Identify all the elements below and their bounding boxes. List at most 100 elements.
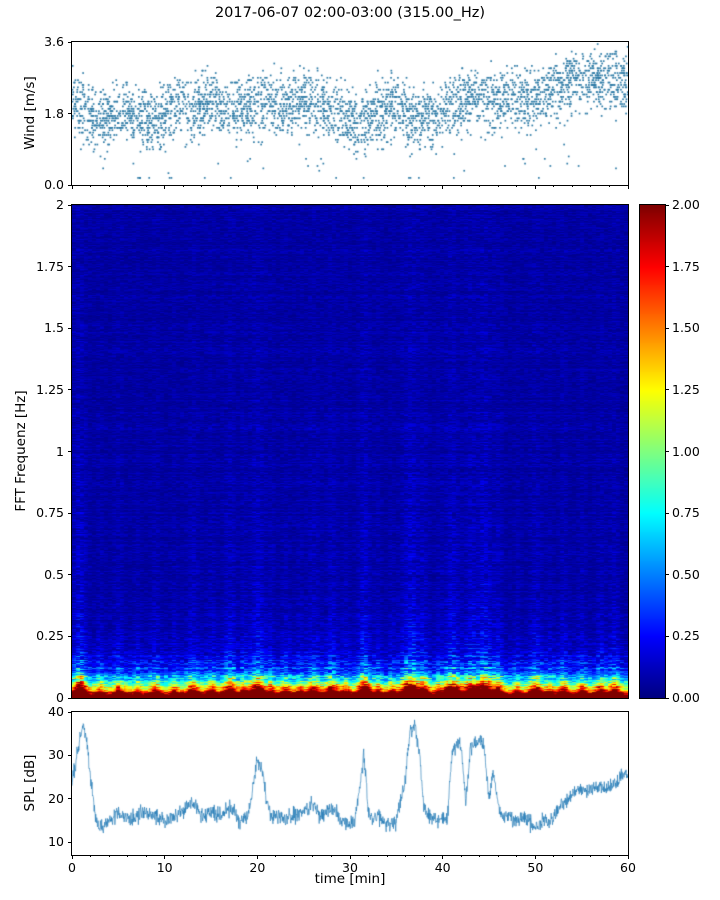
tick-mark — [127, 855, 129, 857]
colorbar-tick-label: 0.50 — [672, 566, 700, 582]
tick-mark — [516, 185, 518, 187]
tick-mark — [534, 855, 536, 859]
tick-mark — [68, 574, 72, 576]
spl-axes — [71, 711, 629, 856]
spl-ytick-label: 20 — [48, 790, 64, 806]
spectrogram-ytick-label: 1.75 — [36, 258, 64, 274]
tick-mark — [665, 574, 669, 576]
tick-mark — [68, 451, 72, 452]
tick-mark — [553, 855, 555, 857]
tick-mark — [386, 855, 388, 857]
tick-mark — [293, 855, 295, 857]
colorbar-tick-label: 0.00 — [672, 690, 700, 705]
tick-mark — [349, 185, 351, 189]
tick-mark — [665, 327, 669, 329]
tick-mark — [201, 185, 203, 187]
tick-mark — [108, 855, 110, 857]
time-xlabel: time [min] — [314, 871, 386, 887]
tick-mark — [68, 754, 72, 756]
spectrogram-ytick-label: 1 — [56, 443, 64, 459]
time-xtick-label: 10 — [156, 860, 173, 875]
colorbar-tick-label: 1.25 — [672, 381, 700, 397]
tick-mark — [330, 855, 332, 857]
spl-line-canvas — [72, 712, 628, 855]
time-xtick-label: 0 — [68, 860, 76, 875]
tick-mark — [201, 855, 203, 857]
tick-mark — [665, 204, 669, 206]
spectrogram-ytick-label: 2 — [56, 197, 64, 212]
tick-mark — [312, 855, 314, 857]
tick-mark — [368, 185, 370, 187]
tick-mark — [145, 855, 147, 857]
figure-title: 2017-06-07 02:00-03:00 (315.00_Hz) — [214, 5, 486, 21]
colorbar-tick-label: 0.25 — [672, 628, 700, 644]
colorbar-tick-label: 0.75 — [672, 505, 700, 521]
tick-mark — [460, 855, 462, 857]
tick-mark — [68, 635, 72, 637]
spl-ytick-label: 10 — [48, 834, 64, 849]
tick-mark — [127, 185, 129, 187]
tick-mark — [590, 855, 592, 857]
tick-mark — [665, 635, 669, 637]
tick-mark — [238, 855, 240, 857]
tick-mark — [665, 697, 669, 699]
tick-mark — [571, 185, 573, 187]
spectrogram-axes — [71, 204, 629, 699]
spectrogram-ytick-label: 0.5 — [44, 566, 64, 582]
tick-mark — [275, 185, 277, 187]
spl-ytick-label: 40 — [48, 704, 64, 719]
tick-mark — [68, 841, 72, 843]
tick-mark — [68, 711, 72, 713]
tick-mark — [330, 185, 332, 187]
time-xtick-label: 40 — [434, 860, 451, 875]
tick-mark — [405, 185, 407, 187]
spectrogram-ytick-label: 0 — [56, 690, 64, 705]
spl-ytick-label: 30 — [48, 747, 64, 763]
tick-mark — [68, 327, 72, 329]
tick-mark — [479, 185, 481, 187]
wind-ytick-label: 3.6 — [44, 34, 64, 49]
tick-mark — [145, 185, 147, 187]
tick-mark — [516, 855, 518, 857]
tick-mark — [497, 855, 499, 857]
tick-mark — [219, 855, 221, 857]
tick-mark — [293, 185, 295, 187]
spectrogram-ytick-label: 0.25 — [36, 628, 64, 644]
tick-mark — [256, 855, 258, 859]
tick-mark — [423, 855, 425, 857]
spectrogram-ytick-label: 0.75 — [36, 505, 64, 521]
tick-mark — [90, 855, 92, 857]
tick-mark — [275, 855, 277, 857]
tick-mark — [164, 855, 166, 859]
spectrogram-heatmap-canvas — [72, 205, 628, 698]
tick-mark — [68, 184, 72, 186]
time-xtick-label: 30 — [342, 860, 358, 875]
tick-mark — [479, 855, 481, 857]
tick-mark — [164, 185, 166, 189]
time-xtick-label: 20 — [249, 860, 266, 875]
colorbar-tick-label: 1.75 — [672, 258, 700, 274]
tick-mark — [423, 185, 425, 187]
wind-scatter-canvas — [72, 42, 628, 185]
tick-mark — [68, 113, 72, 114]
tick-mark — [68, 389, 72, 391]
tick-mark — [68, 697, 72, 699]
colorbar-gradient-canvas — [640, 205, 665, 698]
tick-mark — [108, 185, 110, 187]
tick-mark — [460, 185, 462, 187]
tick-mark — [68, 266, 72, 268]
colorbar — [639, 204, 666, 699]
colorbar-tick-label: 1.00 — [672, 443, 700, 459]
wind-axes — [71, 41, 629, 186]
tick-mark — [368, 855, 370, 857]
tick-mark — [68, 41, 72, 43]
tick-mark — [665, 451, 669, 452]
tick-mark — [182, 185, 184, 187]
time-xtick-label: 50 — [527, 860, 544, 875]
tick-mark — [349, 855, 351, 859]
tick-mark — [608, 185, 610, 187]
tick-mark — [312, 185, 314, 187]
time-xtick-label: 60 — [620, 860, 636, 875]
tick-mark — [68, 798, 72, 800]
